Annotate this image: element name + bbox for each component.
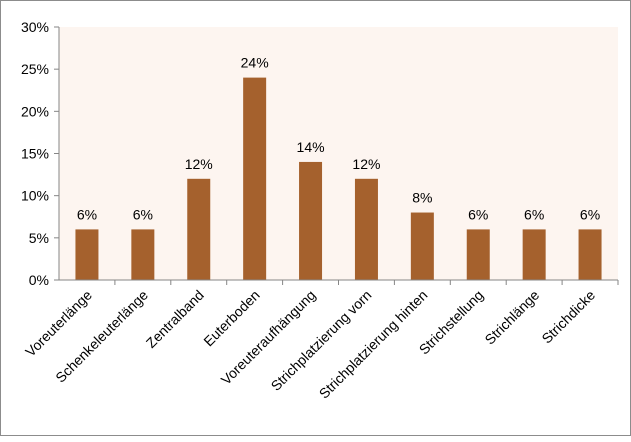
bar xyxy=(522,229,546,280)
x-axis-ticks: VoreuterlängeSchenkeleuterlängeZentralba… xyxy=(22,280,619,402)
x-tick-label: Schenkeleuterlänge xyxy=(52,287,151,386)
x-tick-label: Strichdicke xyxy=(538,287,598,347)
y-tick-label: 30% xyxy=(21,19,49,35)
x-tick-label: Strichplatzierung hinten xyxy=(316,287,431,402)
data-label: 14% xyxy=(297,139,325,155)
x-tick-label: Zentralband xyxy=(143,287,207,351)
data-labels: 6% 6% 12% 24% 14% 12% 8% 6% 6% 6% xyxy=(77,55,600,223)
x-tick-label: Voreuteraufhängung xyxy=(218,287,319,388)
bar xyxy=(187,178,211,280)
y-tick-label: 10% xyxy=(21,188,49,204)
y-axis-ticks: 0% 5% 10% 15% 20% 25% 30% xyxy=(21,19,59,288)
data-label: 8% xyxy=(412,190,432,206)
bar xyxy=(243,77,267,280)
data-label: 6% xyxy=(77,206,97,222)
bar xyxy=(578,229,602,280)
data-label: 6% xyxy=(580,206,600,222)
bar xyxy=(466,229,490,280)
y-tick-label: 0% xyxy=(29,272,49,288)
x-tick-label: Strichlänge xyxy=(481,287,542,348)
y-tick-label: 5% xyxy=(29,230,49,246)
data-label: 6% xyxy=(468,206,488,222)
data-label: 12% xyxy=(352,156,380,172)
bar xyxy=(299,161,323,280)
data-label: 6% xyxy=(524,206,544,222)
bar xyxy=(354,178,378,280)
data-label: 12% xyxy=(185,156,213,172)
bar xyxy=(75,229,99,280)
y-tick-label: 15% xyxy=(21,146,49,162)
bar xyxy=(131,229,155,280)
data-label: 6% xyxy=(133,206,153,222)
x-tick-label: Strichplatzierung vorn xyxy=(268,287,375,394)
y-tick-label: 25% xyxy=(21,61,49,77)
data-label: 24% xyxy=(241,55,269,71)
y-tick-label: 20% xyxy=(21,103,49,119)
bar-series xyxy=(75,77,602,280)
bar xyxy=(410,212,434,280)
